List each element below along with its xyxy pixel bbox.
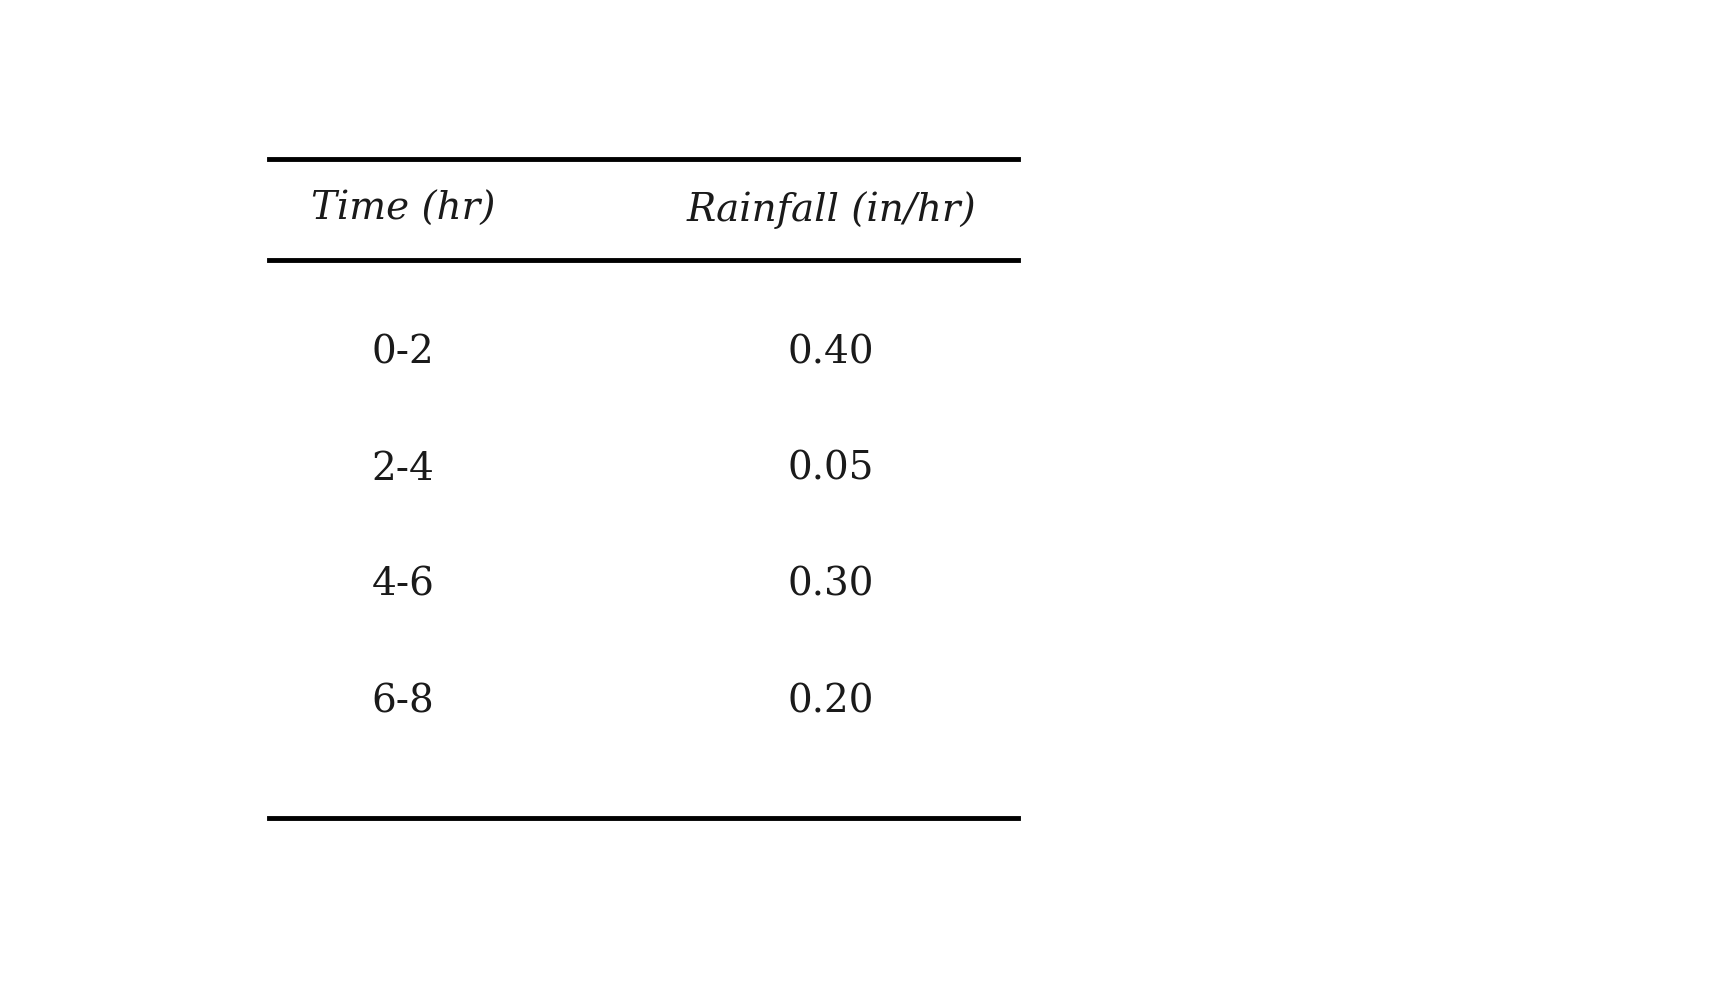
Text: 4-6: 4-6 [371,567,435,604]
Text: Rainfall (in/hr): Rainfall (in/hr) [687,191,975,228]
Text: 0.30: 0.30 [787,567,875,604]
Text: Time (hr): Time (hr) [311,191,495,228]
Text: 6-8: 6-8 [371,683,435,720]
Text: 0.05: 0.05 [787,451,875,488]
Text: 0.40: 0.40 [787,335,875,371]
Text: 0.20: 0.20 [787,683,875,720]
Text: 2-4: 2-4 [371,451,435,488]
Text: 0-2: 0-2 [371,335,435,371]
